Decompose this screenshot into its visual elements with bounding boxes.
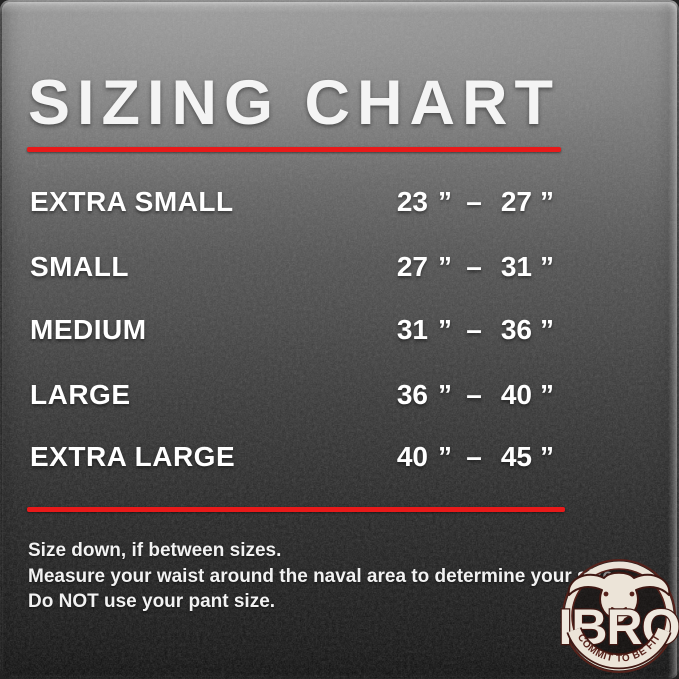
table-row: MEDIUM 31 ” – 36 ” <box>0 315 679 345</box>
title-divider-rule <box>27 147 561 152</box>
table-row: SMALL 27 ” – 31 ” <box>0 252 679 282</box>
sizing-notes: Size down, if between sizes. Measure you… <box>28 538 619 615</box>
max-value: 31 <box>500 251 532 282</box>
size-range: 36 ” – 40 ” <box>380 380 562 410</box>
max-value: 36 <box>500 314 532 345</box>
size-range: 27 ” – 31 ” <box>380 252 562 282</box>
brand-logo: IBRO COMMIT TO BE FIT <box>557 559 679 673</box>
table-row: LARGE 36 ” – 40 ” <box>0 380 679 410</box>
inch-mark: ” <box>438 186 452 217</box>
note-line: Measure your waist around the naval area… <box>28 565 619 587</box>
size-range: 23 ” – 27 ” <box>380 187 562 217</box>
inch-mark: ” <box>438 379 452 410</box>
range-dash: – <box>466 314 482 345</box>
inch-mark: ” <box>540 186 554 217</box>
table-row: EXTRA SMALL 23 ” – 27 ” <box>0 187 679 217</box>
range-dash: – <box>466 186 482 217</box>
table-row: EXTRA LARGE 40 ” – 45 ” <box>0 442 679 472</box>
size-range: 40 ” – 45 ” <box>380 442 562 472</box>
size-range: 31 ” – 36 ” <box>380 315 562 345</box>
inch-mark: ” <box>438 441 452 472</box>
page-title: SIZING CHART <box>28 68 560 138</box>
inch-mark: ” <box>438 314 452 345</box>
min-value: 31 <box>396 314 428 345</box>
inch-mark: ” <box>540 251 554 282</box>
min-value: 23 <box>396 186 428 217</box>
size-label: SMALL <box>30 251 129 282</box>
range-dash: – <box>466 251 482 282</box>
size-label: EXTRA SMALL <box>30 186 234 217</box>
note-line: Size down, if between sizes. <box>28 540 282 561</box>
inch-mark: ” <box>540 379 554 410</box>
inch-mark: ” <box>540 441 554 472</box>
max-value: 27 <box>500 186 532 217</box>
range-dash: – <box>466 379 482 410</box>
inch-mark: ” <box>438 251 452 282</box>
inch-mark: ” <box>540 314 554 345</box>
size-label: EXTRA LARGE <box>30 441 236 472</box>
max-value: 40 <box>500 379 532 410</box>
range-dash: – <box>466 441 482 472</box>
max-value: 45 <box>500 441 532 472</box>
size-label: MEDIUM <box>30 314 147 345</box>
min-value: 40 <box>396 441 428 472</box>
size-label: LARGE <box>30 379 131 410</box>
footer-divider-rule <box>27 507 565 512</box>
note-line: Do NOT use your pant size. <box>28 591 276 612</box>
min-value: 36 <box>396 379 428 410</box>
min-value: 27 <box>396 251 428 282</box>
